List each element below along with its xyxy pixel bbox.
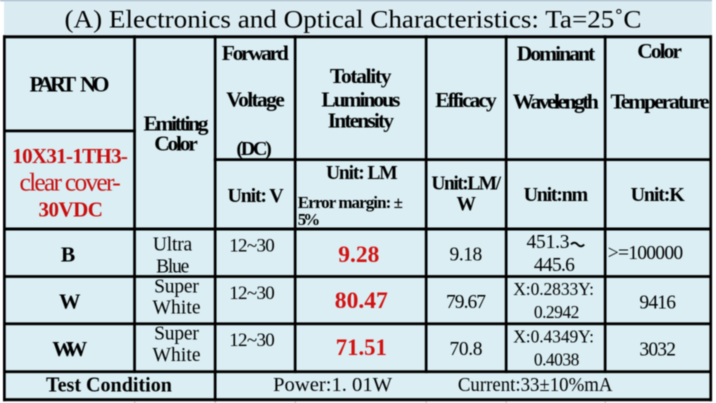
svg-text:WW: WW bbox=[52, 337, 88, 361]
svg-text:9.18: 9.18 bbox=[450, 245, 483, 266]
svg-text:80.47: 80.47 bbox=[335, 288, 388, 314]
svg-text:W: W bbox=[59, 290, 81, 314]
svg-text:W: W bbox=[456, 194, 476, 215]
svg-text:10X31-1TH3-: 10X31-1TH3- bbox=[12, 144, 128, 168]
svg-text:Intensity: Intensity bbox=[328, 109, 394, 133]
svg-text:Current:33±10%mA: Current:33±10%mA bbox=[458, 375, 613, 396]
svg-text:71.51: 71.51 bbox=[336, 335, 387, 361]
svg-text:12~30: 12~30 bbox=[229, 330, 275, 351]
svg-text:Totality: Totality bbox=[330, 64, 392, 88]
svg-text:clear cover-: clear cover- bbox=[20, 167, 121, 196]
svg-text:Dominant: Dominant bbox=[517, 42, 596, 66]
svg-text:B: B bbox=[61, 242, 75, 266]
svg-text:Color: Color bbox=[154, 132, 198, 156]
svg-text:Ultra: Ultra bbox=[153, 235, 193, 256]
svg-text:(DC): (DC) bbox=[236, 138, 271, 160]
svg-text:Unit: V: Unit: V bbox=[227, 185, 284, 207]
svg-text:White: White bbox=[153, 298, 201, 319]
svg-text:Emitting: Emitting bbox=[144, 112, 209, 136]
svg-text:9.28: 9.28 bbox=[338, 242, 379, 268]
svg-text:White: White bbox=[153, 345, 201, 366]
svg-text:Color: Color bbox=[637, 39, 682, 63]
svg-text:Temperature: Temperature bbox=[610, 89, 709, 113]
svg-text:X:0.2833Y:: X:0.2833Y: bbox=[513, 279, 594, 299]
svg-text:Wavelength: Wavelength bbox=[513, 89, 599, 113]
svg-text:Voltage: Voltage bbox=[226, 87, 285, 111]
svg-text:Unit: LM: Unit: LM bbox=[326, 163, 398, 184]
svg-text:Super: Super bbox=[154, 324, 199, 345]
svg-text:(A) Electronics and Optical Ch: (A) Electronics and Optical Characterist… bbox=[65, 7, 642, 34]
svg-text:X:0.4349Y:: X:0.4349Y: bbox=[513, 326, 594, 346]
svg-text:12~30: 12~30 bbox=[229, 236, 275, 257]
svg-text:Blue: Blue bbox=[156, 256, 189, 277]
svg-text:Forward: Forward bbox=[222, 41, 289, 65]
svg-text:79.67: 79.67 bbox=[446, 292, 486, 313]
svg-text:>=100000: >=100000 bbox=[608, 243, 683, 264]
svg-text:5%: 5% bbox=[298, 210, 321, 229]
svg-text:445.6: 445.6 bbox=[534, 255, 575, 276]
svg-text:451.3: 451.3 bbox=[527, 232, 570, 253]
svg-text:Unit:nm: Unit:nm bbox=[524, 184, 589, 206]
svg-text:Error margin: ±: Error margin: ± bbox=[298, 193, 403, 212]
svg-text:Test Condition: Test Condition bbox=[46, 372, 172, 396]
svg-text:Efficacy: Efficacy bbox=[435, 88, 497, 112]
svg-text:Power:1. 01W: Power:1. 01W bbox=[273, 374, 392, 396]
svg-text:0.4038: 0.4038 bbox=[534, 349, 580, 369]
svg-text:3032: 3032 bbox=[639, 340, 676, 361]
svg-text:Luminous: Luminous bbox=[321, 87, 400, 111]
svg-text:PART NO: PART NO bbox=[30, 72, 110, 97]
svg-text:0.2942: 0.2942 bbox=[534, 302, 580, 322]
svg-text:Unit:K: Unit:K bbox=[631, 184, 686, 206]
svg-text:70.8: 70.8 bbox=[450, 339, 483, 360]
svg-text:9416: 9416 bbox=[639, 292, 676, 313]
svg-text:30VDC: 30VDC bbox=[38, 198, 102, 222]
svg-text:Unit:LM/: Unit:LM/ bbox=[431, 173, 501, 194]
svg-text:12~30: 12~30 bbox=[229, 283, 275, 304]
svg-text:Super: Super bbox=[154, 277, 199, 298]
